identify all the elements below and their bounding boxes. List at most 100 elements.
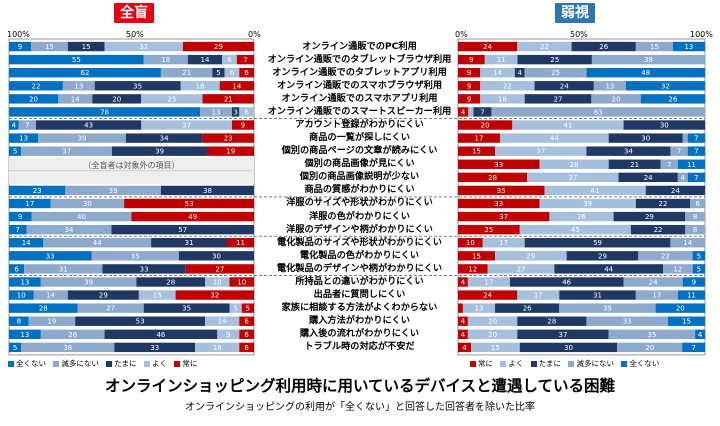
bar-segment	[94, 81, 181, 91]
data-label: 29	[526, 252, 535, 260]
data-label: 17	[484, 278, 493, 286]
bar-segment	[202, 133, 254, 143]
bar-segment	[663, 264, 693, 274]
bar-segment	[205, 316, 240, 326]
bar-segment	[222, 54, 237, 65]
bar-segment	[670, 238, 705, 248]
bar-segment	[125, 133, 203, 143]
bar-segment	[524, 94, 592, 104]
data-label: 5	[233, 305, 237, 313]
bar-segment	[458, 172, 528, 183]
bar-segment	[231, 120, 254, 130]
data-label: 22	[654, 226, 663, 234]
bar-segment	[559, 290, 636, 300]
bar-segment	[227, 238, 254, 248]
bar-segment	[239, 316, 254, 326]
data-label: 21	[630, 161, 639, 169]
data-label: 53	[136, 318, 145, 326]
category-label: オンライン通販でのPC利用	[302, 40, 417, 52]
bar-segment	[104, 41, 183, 52]
legend-left: 全くない 滅多にない たまに よく 常に	[8, 360, 197, 368]
bar-segment	[630, 224, 686, 235]
axis-label-right-0: 0%	[455, 30, 468, 39]
bar-segment	[239, 68, 254, 78]
data-label: 7	[243, 56, 247, 64]
data-label: 37	[62, 148, 71, 156]
bar-segment	[687, 146, 705, 156]
data-label: 20	[676, 305, 685, 313]
bar-segment	[182, 41, 254, 52]
data-label: 15	[472, 252, 481, 260]
bar-segment	[487, 264, 555, 274]
data-label: 14	[493, 69, 502, 77]
data-label: 13	[74, 82, 83, 90]
bar-segment	[458, 251, 496, 261]
data-label: 5	[216, 69, 220, 77]
bar-segment	[138, 290, 176, 300]
bar-segment	[458, 54, 485, 65]
data-label: 11	[236, 239, 245, 247]
data-label: 38	[644, 56, 653, 64]
bar-segment	[667, 316, 705, 326]
bar-segment	[65, 185, 161, 196]
bar-segment	[591, 94, 641, 104]
bar-segment	[239, 107, 254, 117]
data-label: 35	[133, 82, 142, 90]
bar-segment	[143, 303, 230, 313]
bar-segment	[613, 211, 686, 222]
bar-segment	[9, 342, 22, 353]
data-label: 15	[491, 344, 500, 352]
axis-label-right-50: 50%	[570, 30, 588, 39]
data-label: 7	[16, 226, 20, 234]
bar-segment	[131, 211, 254, 222]
bar-segment	[9, 41, 32, 52]
bar-segment	[458, 81, 481, 91]
bar-segment	[151, 238, 228, 248]
data-label: 27	[106, 305, 115, 313]
data-label: 15	[45, 43, 54, 51]
data-label: 24	[649, 278, 658, 286]
category-label: オンライン通販でのタブレットブラウザ利用	[267, 53, 452, 65]
data-label: 17	[652, 292, 661, 300]
bar-segment	[549, 211, 614, 222]
data-label: 26	[68, 331, 77, 339]
data-label: 37	[559, 331, 568, 339]
data-label: 10	[213, 278, 222, 286]
category-label: 出品者に質問しにくい	[313, 289, 406, 301]
category-label: 電化製品の色がわかりにくい	[299, 249, 420, 261]
bar-segment	[9, 316, 29, 326]
data-label: 14	[683, 239, 692, 247]
bar-segment	[462, 303, 496, 313]
bar-segment	[9, 303, 78, 313]
bar-segment	[687, 172, 705, 183]
category-label: 洋服の色がわかりにくい	[309, 210, 410, 222]
category-label: オンライン通販でのスマホブラウザ利用	[276, 79, 443, 91]
data-label: 19	[47, 318, 56, 326]
bar-segment	[50, 198, 125, 209]
bar-segment	[195, 342, 240, 353]
bar-segment	[9, 146, 22, 156]
data-label: 7	[691, 344, 695, 352]
data-label: 33	[46, 252, 55, 260]
data-label: 10	[237, 278, 246, 286]
bar-segment	[229, 303, 242, 313]
data-label: 4	[12, 122, 17, 130]
data-label: 59	[593, 239, 602, 247]
category-label: 個別の商品画像説明が少ない	[299, 171, 420, 183]
data-label: 20	[612, 95, 621, 103]
bar-segment	[58, 94, 93, 104]
data-label: 14	[218, 318, 227, 326]
bar-segment	[593, 81, 626, 91]
bar-segment	[509, 277, 624, 287]
data-label: 31	[59, 265, 68, 273]
bar-segment	[480, 94, 525, 104]
data-label: 6	[244, 344, 249, 352]
bar-segment	[239, 329, 254, 339]
data-label: 6	[244, 331, 249, 339]
data-label: 30	[660, 122, 669, 130]
bar-segment	[608, 159, 661, 169]
bar-segment	[458, 264, 488, 274]
data-label: 9	[226, 331, 230, 339]
legend-label: よく	[151, 359, 167, 368]
